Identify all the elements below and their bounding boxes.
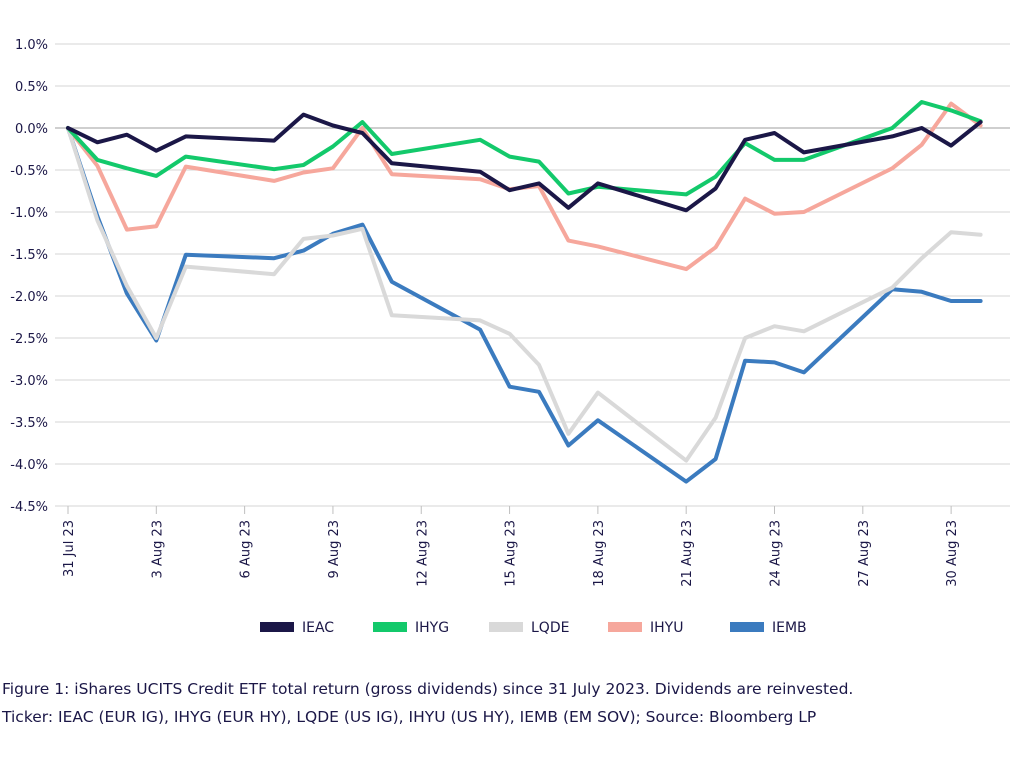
series-line-iemb	[66, 126, 983, 484]
y-tick-label: -4.5%	[10, 500, 48, 515]
x-tick-label: 30 Aug 23	[945, 520, 960, 587]
legend-swatch-iemb	[730, 622, 764, 632]
line-chart: 1.0% 0.5% 0.0% -0.5% -1.0% -1.5% -2.0% -2.5% -3.…	[10, 38, 1010, 636]
y-tick-label: -4.0%	[10, 458, 48, 473]
y-tick-label: -3.0%	[10, 374, 48, 389]
y-tick-label: -1.0%	[10, 206, 48, 221]
legend-label-ieac: IEAC	[302, 620, 334, 636]
legend-label-ihyu: IHYU	[650, 620, 683, 636]
x-tick-label: 27 Aug 23	[857, 520, 872, 587]
legend-label-ihyg: IHYG	[415, 620, 449, 636]
series-line-ihyg	[66, 100, 983, 197]
x-tick-label: 24 Aug 23	[769, 520, 784, 587]
x-tick-label: 31 Jul 23	[62, 520, 77, 577]
series-line-lqde	[66, 126, 983, 463]
source-note: Ticker: IEAC (EUR IG), IHYG (EUR HY), LQ…	[2, 708, 817, 726]
y-tick-label: -0.5%	[10, 164, 48, 179]
figure-caption: Figure 1: iShares UCITS Credit ETF total…	[2, 680, 854, 698]
x-tick-label: 12 Aug 23	[415, 520, 430, 587]
x-tick-label: 9 Aug 23	[327, 520, 342, 578]
legend: IEAC IHYG LQDE IHYU IEMB	[260, 620, 807, 636]
y-axis-ticks: 1.0% 0.5% 0.0% -0.5% -1.0% -1.5% -2.0% -2.5% -3.…	[10, 38, 48, 515]
x-tick-label: 21 Aug 23	[680, 520, 695, 587]
x-tick-label: 3 Aug 23	[150, 520, 165, 578]
legend-swatch-ihyg	[373, 622, 407, 632]
x-tick-label: 6 Aug 23	[239, 520, 254, 578]
series-lines	[66, 100, 983, 484]
y-tick-label: -3.5%	[10, 416, 48, 431]
y-tick-label: 1.0%	[15, 38, 48, 53]
series-line-ieac	[66, 112, 983, 213]
x-tick-label: 15 Aug 23	[504, 520, 519, 587]
y-tick-label: 0.5%	[15, 80, 48, 95]
y-tick-label: -2.5%	[10, 332, 48, 347]
legend-swatch-ihyu	[608, 622, 642, 632]
gridlines	[55, 43, 1010, 507]
x-axis-ticks: 31 Jul 23 3 Aug 23 6 Aug 23 9 Aug 23 12 Aug …	[62, 506, 960, 587]
legend-swatch-ieac	[260, 622, 294, 632]
x-tick-label: 18 Aug 23	[592, 520, 607, 587]
y-tick-label: 0.0%	[15, 122, 48, 137]
legend-label-iemb: IEMB	[772, 620, 807, 636]
y-tick-label: -1.5%	[10, 248, 48, 263]
legend-swatch-lqde	[489, 622, 523, 632]
legend-label-lqde: LQDE	[531, 620, 569, 636]
y-tick-label: -2.0%	[10, 290, 48, 305]
